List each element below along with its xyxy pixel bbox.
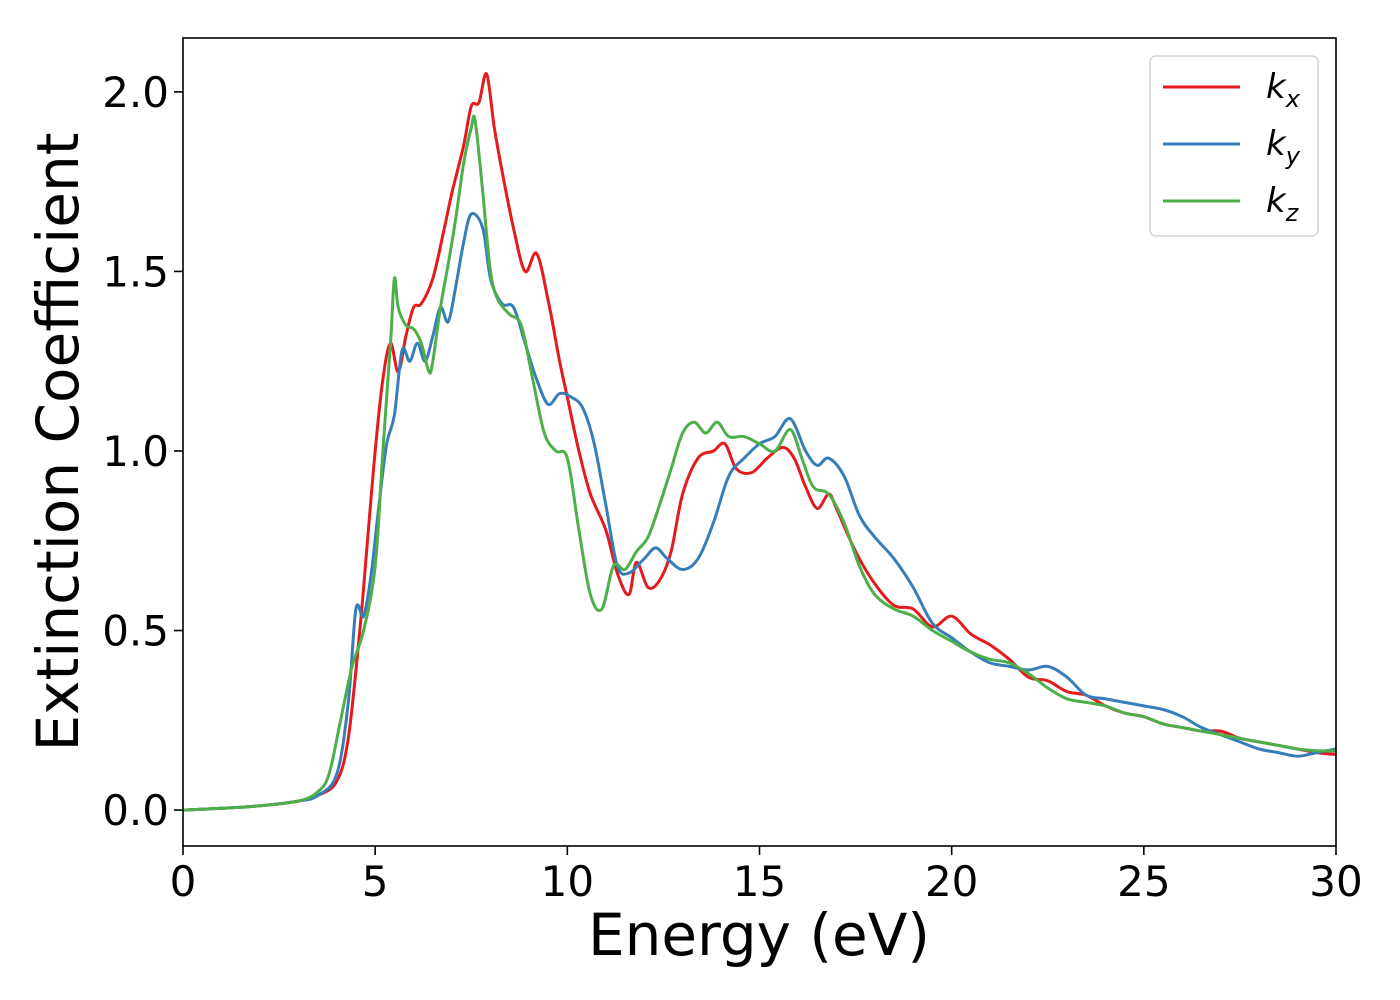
y-axis: 0.0 0.5 1.0 1.5 2.0 xyxy=(102,68,183,835)
x-axis: 0 5 10 15 20 25 30 xyxy=(170,846,1363,906)
legend-label-kz: kz xyxy=(1266,181,1300,227)
x-tick-label: 5 xyxy=(362,857,389,906)
y-tick-label: 2.0 xyxy=(102,68,169,117)
x-tick-label: 0 xyxy=(170,857,197,906)
x-tick-label: 25 xyxy=(1117,857,1170,906)
series-layer xyxy=(183,72,1336,812)
y-tick-label: 0.5 xyxy=(102,607,169,656)
y-tick-label: 1.0 xyxy=(102,427,169,476)
series-line-kz xyxy=(183,114,1336,812)
y-tick-label: 0.0 xyxy=(102,786,169,835)
x-tick-label: 30 xyxy=(1309,857,1362,906)
x-axis-title: Energy (eV) xyxy=(588,901,930,969)
legend-box xyxy=(1149,55,1319,237)
x-tick-label: 10 xyxy=(541,857,594,906)
y-axis-title: Extinction Coefficient xyxy=(24,133,92,752)
legend-label-kx: kx xyxy=(1266,67,1301,113)
legend-label-ky: ky xyxy=(1266,124,1301,170)
legend: kx ky kz xyxy=(1149,55,1319,237)
x-tick-label: 20 xyxy=(925,857,978,906)
y-tick-label: 1.5 xyxy=(102,247,169,296)
series-line-ky xyxy=(183,212,1336,812)
x-tick-label: 15 xyxy=(733,857,786,906)
